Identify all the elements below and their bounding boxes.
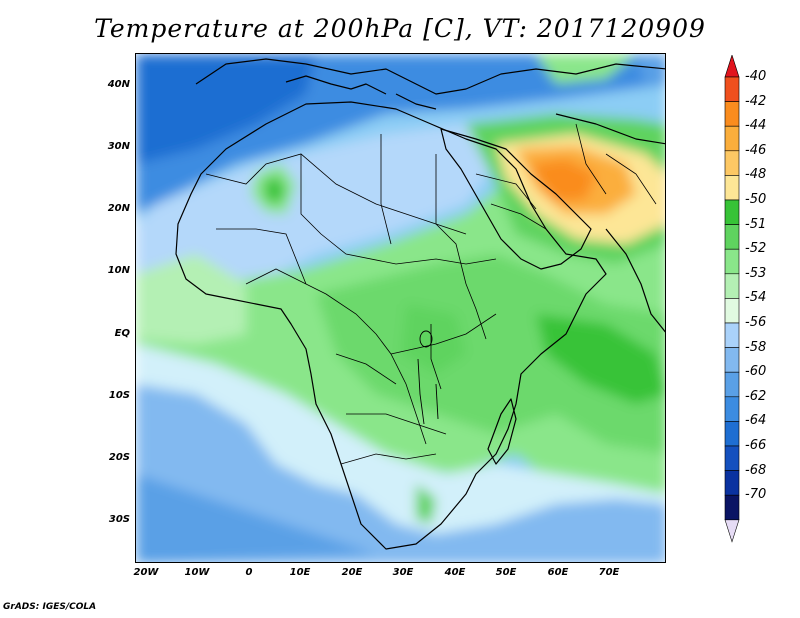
colorbar-swatch xyxy=(724,224,740,250)
colorbar-level-label: -40 xyxy=(745,69,767,84)
colorbar xyxy=(724,55,740,543)
y-tick-label: 20N xyxy=(107,203,130,214)
y-tick-label: 40N xyxy=(107,79,130,90)
colorbar-swatch xyxy=(724,76,740,102)
footer-credit: GrADS: IGES/COLA xyxy=(3,602,97,612)
colorbar-swatch xyxy=(724,248,740,275)
colorbar-swatch xyxy=(724,445,740,471)
x-tick-label: 70E xyxy=(598,567,620,578)
colorbar-level-label: -42 xyxy=(745,93,767,109)
x-tick-label: 20E xyxy=(341,567,363,578)
colorbar-level-label: -62 xyxy=(745,388,767,404)
colorbar-level-label: -46 xyxy=(745,142,767,158)
temperature-field-map xyxy=(136,54,665,562)
colorbar-swatch xyxy=(724,175,740,201)
colorbar-swatch xyxy=(724,470,740,496)
colorbar-bottom-arrow xyxy=(724,519,740,543)
shaded-temperature-field xyxy=(136,54,665,562)
colorbar-level-label: -56 xyxy=(745,315,767,330)
colorbar-swatch xyxy=(724,150,740,176)
y-tick-label: 30S xyxy=(108,514,130,525)
plot-title: Temperature at 200hPa [C], VT: 201712090… xyxy=(94,14,706,43)
y-tick-label: 10S xyxy=(108,390,130,401)
colorbar-swatch xyxy=(724,101,740,127)
colorbar-level-label: -54 xyxy=(745,290,767,306)
x-tick-label: 50E xyxy=(495,567,517,578)
colorbar-level-label: -68 xyxy=(745,462,767,478)
colorbar-level-label: -58 xyxy=(745,339,767,355)
colorbar-level-label: -48 xyxy=(745,167,767,183)
y-tick-label: 30N xyxy=(107,141,130,152)
x-tick-label: 10E xyxy=(289,567,311,578)
colorbar-level-label: -52 xyxy=(745,241,767,257)
colorbar-level-label: -70 xyxy=(745,487,767,503)
colorbar-level-label: -66 xyxy=(745,438,767,453)
colorbar-swatch xyxy=(724,347,740,373)
colorbar-level-label: -60 xyxy=(745,364,767,380)
colorbar-swatch xyxy=(724,125,740,152)
colorbar-level-label: -50 xyxy=(745,192,767,207)
x-tick-label: 0 xyxy=(245,567,253,578)
colorbar-swatch xyxy=(724,273,740,299)
colorbar-level-label: -44 xyxy=(745,118,767,134)
colorbar-level-label: -51 xyxy=(745,216,767,232)
colorbar-swatch xyxy=(724,371,740,398)
colorbar-top-arrow xyxy=(724,55,740,78)
colorbar-swatch xyxy=(724,322,740,348)
lakes xyxy=(417,330,439,425)
coastlines xyxy=(175,58,665,550)
y-tick-label: 20S xyxy=(108,452,130,463)
map-panel xyxy=(135,53,666,563)
colorbar-swatch xyxy=(724,396,740,422)
colorbar-level-label: -64 xyxy=(745,413,767,429)
y-tick-label: EQ xyxy=(114,328,130,339)
x-tick-label: 60E xyxy=(547,567,569,578)
x-tick-label: 40E xyxy=(444,567,466,578)
x-tick-label: 20W xyxy=(133,567,159,578)
colorbar-level-label: -53 xyxy=(745,265,767,281)
y-tick-label: 10N xyxy=(107,265,130,276)
colorbar-swatch xyxy=(724,421,740,447)
x-tick-label: 10W xyxy=(184,567,210,578)
country-borders xyxy=(205,123,657,465)
colorbar-swatch xyxy=(724,494,740,521)
colorbar-swatch xyxy=(724,199,740,225)
colorbar-swatch xyxy=(724,298,740,324)
x-tick-label: 30E xyxy=(392,567,414,578)
